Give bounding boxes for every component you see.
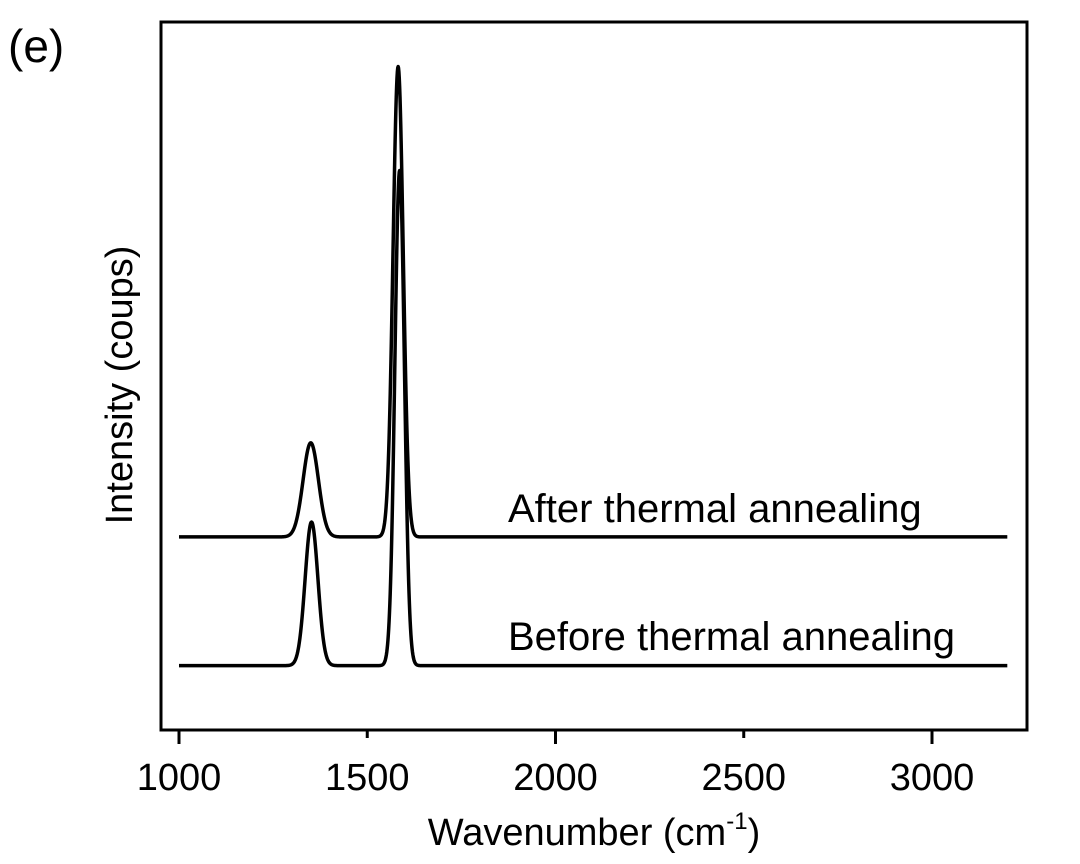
x-axis-ticks — [177, 730, 934, 744]
x-axis-label: Wavenumber (cm-1) — [428, 808, 760, 854]
series-line-after-annealing — [177, 64, 1009, 539]
series-label-after: After thermal annealing — [508, 487, 922, 531]
x-tick-label: 2500 — [701, 757, 786, 799]
x-axis-label-close: ) — [748, 812, 761, 854]
x-tick-label: 1000 — [137, 757, 222, 799]
plot-frame — [159, 20, 1029, 732]
panel-label: (e) — [8, 20, 64, 72]
x-axis-label-text: Wavenumber (cm — [428, 812, 726, 854]
x-tick-label: 1500 — [325, 757, 410, 799]
x-tick-label: 2000 — [513, 757, 598, 799]
series-label-before: Before thermal annealing — [508, 615, 955, 659]
y-axis-label: Intensity (coups) — [99, 246, 141, 525]
series-line-before-annealing — [177, 168, 1009, 668]
x-tick-label: 3000 — [890, 757, 975, 799]
x-axis-tick-labels: 1000 1500 2000 2500 3000 — [137, 757, 975, 799]
x-axis-label-superscript: -1 — [726, 808, 747, 835]
series-group — [177, 64, 1009, 668]
